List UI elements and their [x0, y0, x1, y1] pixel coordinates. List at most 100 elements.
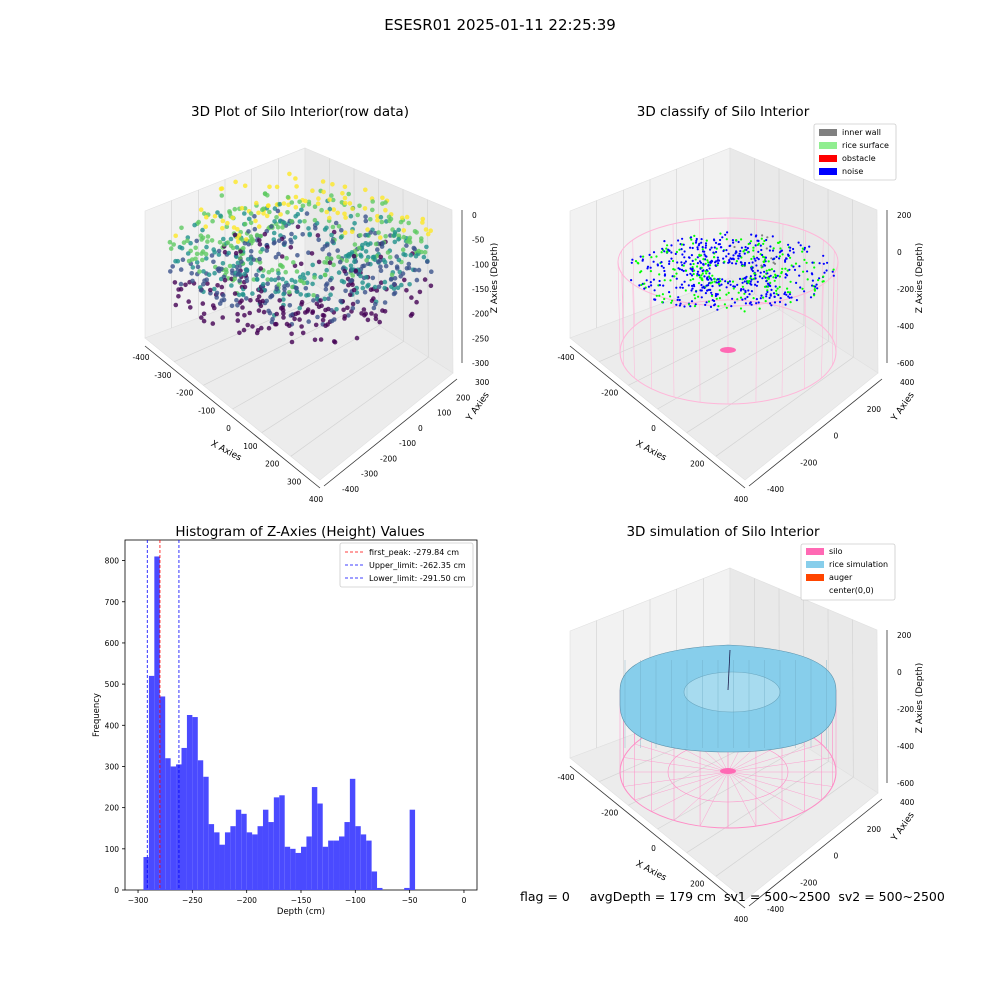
- silo-floor-wire: [727, 757, 833, 773]
- scatter-point: [181, 240, 187, 245]
- scatter-point: [304, 293, 309, 298]
- scatter-point: [281, 291, 286, 297]
- scatter-point: [219, 193, 225, 198]
- scatter-point: [260, 281, 266, 287]
- classified-point: [737, 257, 740, 260]
- scatter-point: [383, 234, 389, 239]
- classified-point: [739, 307, 743, 310]
- classified-point: [690, 254, 694, 257]
- classified-point: [689, 272, 692, 275]
- scatter-point: [326, 306, 331, 312]
- scatter-point: [365, 227, 370, 232]
- classified-point: [676, 298, 679, 301]
- scatter-point: [322, 227, 328, 232]
- scatter-point: [266, 203, 271, 208]
- scatter-point: [282, 220, 287, 226]
- scatter-point: [360, 242, 365, 248]
- classified-point: [694, 297, 697, 300]
- z-tick-label: 0: [472, 211, 477, 220]
- classified-point: [799, 286, 802, 289]
- scatter-point: [258, 266, 264, 271]
- scatter-point: [269, 224, 274, 229]
- classified-point: [784, 276, 787, 279]
- histogram-bar: [159, 696, 166, 890]
- scatter-point: [198, 233, 204, 238]
- scatter-point: [239, 298, 244, 304]
- scatter-point: [422, 250, 428, 255]
- classified-point: [663, 297, 666, 301]
- classified-point: [695, 290, 698, 293]
- classified-point: [768, 284, 771, 287]
- classified-point: [759, 297, 762, 300]
- classified-point: [762, 242, 765, 245]
- classified-point: [669, 279, 672, 282]
- scatter-point: [208, 290, 213, 296]
- scatter-point: [281, 315, 286, 320]
- classified-point: [743, 280, 746, 283]
- classified-point: [792, 251, 795, 254]
- scatter-point: [368, 287, 374, 293]
- classified-point: [710, 294, 714, 297]
- scatter-point: [259, 289, 264, 294]
- classified-point: [743, 292, 746, 295]
- classified-point: [734, 262, 738, 265]
- classified-point: [708, 272, 711, 275]
- scatter-point: [411, 245, 417, 251]
- scatter-point: [246, 229, 251, 234]
- scatter-point: [293, 279, 298, 285]
- scatter-point: [267, 209, 272, 215]
- scatter-point: [318, 337, 324, 342]
- y-axis-line: [323, 378, 458, 487]
- histogram-bar: [148, 675, 155, 890]
- scatter-point: [211, 259, 216, 265]
- classified-point: [680, 243, 684, 246]
- scatter-point: [376, 259, 381, 265]
- classified-point: [704, 244, 708, 247]
- classified-point: [700, 238, 703, 241]
- histogram-bar: [377, 887, 383, 890]
- scatter-point: [235, 311, 240, 317]
- classified-point: [738, 277, 742, 280]
- y-tick-label: 600: [105, 639, 120, 648]
- scatter-point: [242, 221, 248, 227]
- histogram-bar: [219, 844, 225, 890]
- scatter-point: [218, 213, 223, 219]
- grid-line: [852, 619, 854, 778]
- scatter-point: [276, 282, 282, 287]
- classified-point: [701, 272, 704, 275]
- scatter-point: [201, 311, 207, 317]
- scatter-point: [331, 262, 336, 268]
- silo-floor-wire: [727, 743, 822, 773]
- scatter-point: [362, 289, 368, 295]
- scatter-point: [235, 303, 240, 308]
- classified-point: [708, 267, 711, 270]
- panel-simulation: 3D simulation of Silo Interior -400 -200 0 2…: [557, 524, 925, 924]
- classified-point: [744, 277, 747, 280]
- grid-line: [657, 325, 805, 410]
- scatter-point: [365, 232, 370, 238]
- classified-point: [700, 266, 703, 269]
- classified-point: [687, 303, 691, 306]
- classified-point: [725, 249, 728, 252]
- classified-point: [754, 235, 758, 238]
- x-tick-label: -200: [601, 389, 618, 398]
- scatter-point: [309, 251, 315, 256]
- scatter-point: [302, 275, 307, 281]
- classified-point: [778, 300, 782, 304]
- classified-point: [771, 249, 775, 252]
- classified-point: [691, 246, 694, 250]
- classified-point: [760, 264, 763, 267]
- x-tick-label: −250: [182, 896, 203, 905]
- scatter-point: [375, 247, 380, 252]
- classified-point: [752, 249, 755, 252]
- classified-point: [706, 259, 709, 262]
- classified-point: [771, 235, 774, 238]
- scatter-point: [272, 277, 278, 283]
- histogram-bar: [192, 717, 198, 890]
- classified-point: [661, 293, 665, 296]
- scatter-point: [331, 339, 337, 344]
- scatter-point: [252, 214, 257, 219]
- scatter-point: [326, 296, 331, 302]
- classified-point: [678, 304, 682, 307]
- scatter-point: [315, 233, 321, 238]
